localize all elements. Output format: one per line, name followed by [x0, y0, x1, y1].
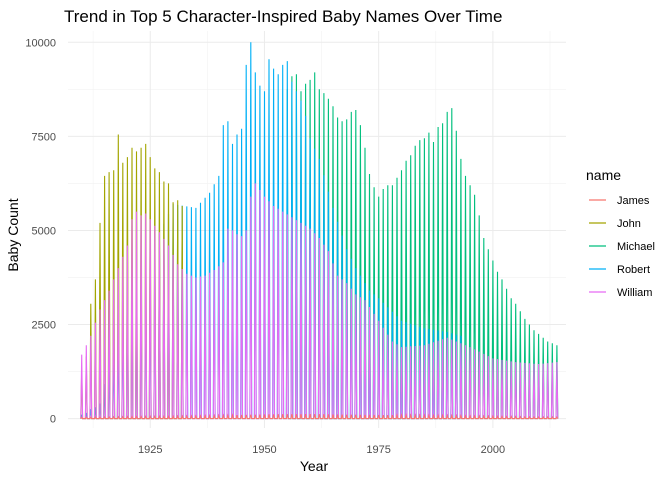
legend-label-michael: Michael	[617, 241, 655, 253]
series-line-william	[80, 183, 559, 420]
x-tick-label: 1925	[138, 444, 162, 456]
legend-label-john: John	[617, 218, 641, 230]
x-axis-ticks: 1925 1950 1975 2000	[138, 444, 505, 456]
x-tick-label: 2000	[481, 444, 505, 456]
legend: name James John Michael Robert William	[586, 167, 655, 299]
series-line-james	[80, 413, 559, 420]
y-tick-label: 2500	[32, 320, 56, 332]
legend-label-william: William	[617, 287, 652, 299]
x-tick-label: 1975	[366, 444, 390, 456]
legend-label-robert: Robert	[617, 264, 650, 276]
grid	[68, 31, 566, 428]
x-tick-label: 1950	[252, 444, 276, 456]
y-tick-label: 10000	[25, 37, 56, 49]
plot-series	[80, 42, 559, 420]
series-line-michael	[285, 72, 559, 420]
y-axis-title: Baby Count	[5, 198, 21, 271]
legend-title: name	[586, 167, 621, 183]
y-tick-label: 7500	[32, 131, 56, 143]
legend-label-james: James	[617, 195, 650, 207]
x-axis-title: Year	[300, 458, 329, 474]
y-tick-label: 0	[50, 414, 56, 426]
y-axis-ticks: 0 2500 5000 7500 10000	[25, 37, 56, 425]
chart-title: Trend in Top 5 Character-Inspired Baby N…	[64, 7, 502, 26]
y-tick-label: 5000	[32, 225, 56, 237]
